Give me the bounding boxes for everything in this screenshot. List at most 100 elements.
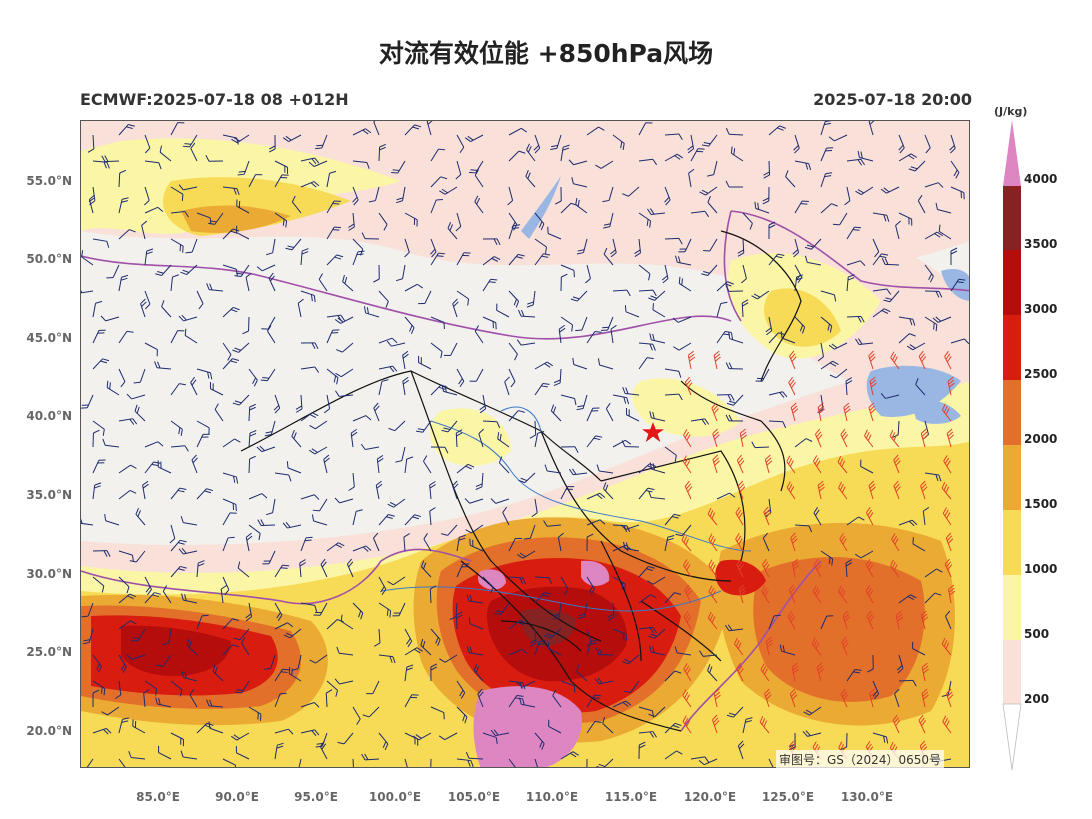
wind-barb — [526, 290, 536, 308]
wind-barb — [144, 342, 158, 357]
wind-barb — [206, 699, 224, 708]
wind-barb — [455, 212, 462, 232]
wind-barb — [652, 303, 666, 318]
wind-barb — [844, 186, 851, 206]
wind-barb — [621, 440, 640, 448]
wind-barb — [256, 264, 276, 272]
wind-barb — [387, 498, 406, 508]
wind-barb — [675, 255, 692, 266]
wind-barb — [894, 688, 900, 708]
wind-barb — [180, 750, 198, 760]
wind-barb-strong — [868, 350, 876, 370]
wind-barb — [455, 160, 462, 180]
wind-barb — [638, 122, 653, 136]
wind-barb — [741, 264, 747, 284]
wind-barb — [638, 731, 657, 738]
wind-barb — [586, 720, 602, 734]
wind-barb — [144, 290, 151, 310]
wind-barb — [404, 456, 414, 474]
wind-barb — [516, 680, 536, 688]
wind-barb — [286, 461, 302, 474]
wind-barb — [845, 559, 853, 578]
wind-barb — [403, 533, 410, 552]
wind-barb — [872, 212, 890, 222]
wind-barb — [605, 402, 614, 422]
wind-barb — [245, 532, 253, 552]
wind-barb — [699, 186, 718, 196]
wind-barb — [352, 602, 364, 620]
wind-barb — [603, 482, 614, 500]
wind-barb — [222, 618, 240, 630]
wind-barb-strong — [811, 637, 822, 656]
wind-barb-strong — [920, 480, 928, 500]
wind-barb — [420, 560, 432, 578]
wind-barb — [543, 520, 562, 527]
wind-barb — [612, 700, 632, 708]
wind-barb — [222, 536, 235, 552]
wind-barb — [237, 160, 250, 176]
wind-barb — [576, 238, 588, 255]
wind-barb — [392, 602, 406, 617]
wind-barb — [170, 445, 189, 452]
wind-barb — [534, 732, 545, 750]
wind-barb — [474, 169, 484, 188]
wind-barb-strong — [765, 636, 773, 656]
wind-barb — [456, 534, 466, 552]
wind-barb — [118, 197, 129, 214]
wind-barb — [820, 147, 834, 162]
wind-barb — [144, 592, 161, 604]
wind-barb — [820, 316, 833, 333]
wind-barb — [534, 758, 540, 767]
wind-barb — [950, 278, 966, 292]
wind-barb — [118, 576, 130, 594]
wind-barb — [601, 316, 614, 331]
wind-barb — [92, 300, 103, 318]
wind-barb — [817, 342, 824, 362]
wind-barb — [418, 355, 432, 370]
wind-barb — [300, 494, 320, 500]
wind-barb — [586, 126, 605, 136]
wind-barb-strong — [813, 558, 822, 578]
wind-barb — [334, 678, 354, 685]
wind-barb — [768, 221, 776, 239]
wind-barb — [950, 160, 960, 179]
wind-barb — [88, 194, 95, 214]
province-borders — [240, 230, 802, 732]
wind-barb — [181, 593, 198, 604]
wind-barb — [155, 697, 172, 708]
wind-barb — [898, 333, 916, 344]
wind-barb — [534, 576, 553, 585]
wind-barb — [482, 238, 501, 246]
map-panel[interactable] — [80, 120, 970, 768]
wind-barb — [474, 195, 484, 214]
wind-barb — [860, 459, 874, 474]
wind-barb — [571, 177, 588, 188]
wind-barb — [196, 433, 210, 448]
wind-barb-strong — [713, 350, 721, 370]
wind-barb-strong — [868, 402, 876, 422]
wind-barb — [170, 420, 183, 436]
wind-barb — [779, 644, 796, 656]
wind-barb — [144, 461, 161, 474]
cape-1500-north-strip — [181, 205, 291, 233]
wind-barb — [737, 740, 745, 760]
wind-barb — [469, 368, 484, 382]
wind-barb — [576, 394, 588, 411]
lat-label-35: 35.0°N — [26, 488, 72, 502]
wind-barb — [378, 576, 387, 596]
wind-barb — [872, 253, 889, 266]
wind-barb — [340, 614, 354, 630]
wind-barb — [181, 670, 198, 682]
wind-barb — [118, 550, 134, 562]
wind-barb — [468, 617, 484, 630]
wind-barb — [490, 729, 510, 737]
wind-barb — [469, 538, 484, 552]
wind-barb — [452, 480, 459, 500]
wind-barb — [912, 537, 926, 552]
wind-barb — [508, 150, 526, 162]
wind-barb — [214, 403, 224, 422]
wind-barb — [190, 376, 198, 396]
wind-barb — [638, 566, 655, 578]
wind-barb — [449, 602, 458, 620]
wind-barb — [622, 541, 640, 552]
